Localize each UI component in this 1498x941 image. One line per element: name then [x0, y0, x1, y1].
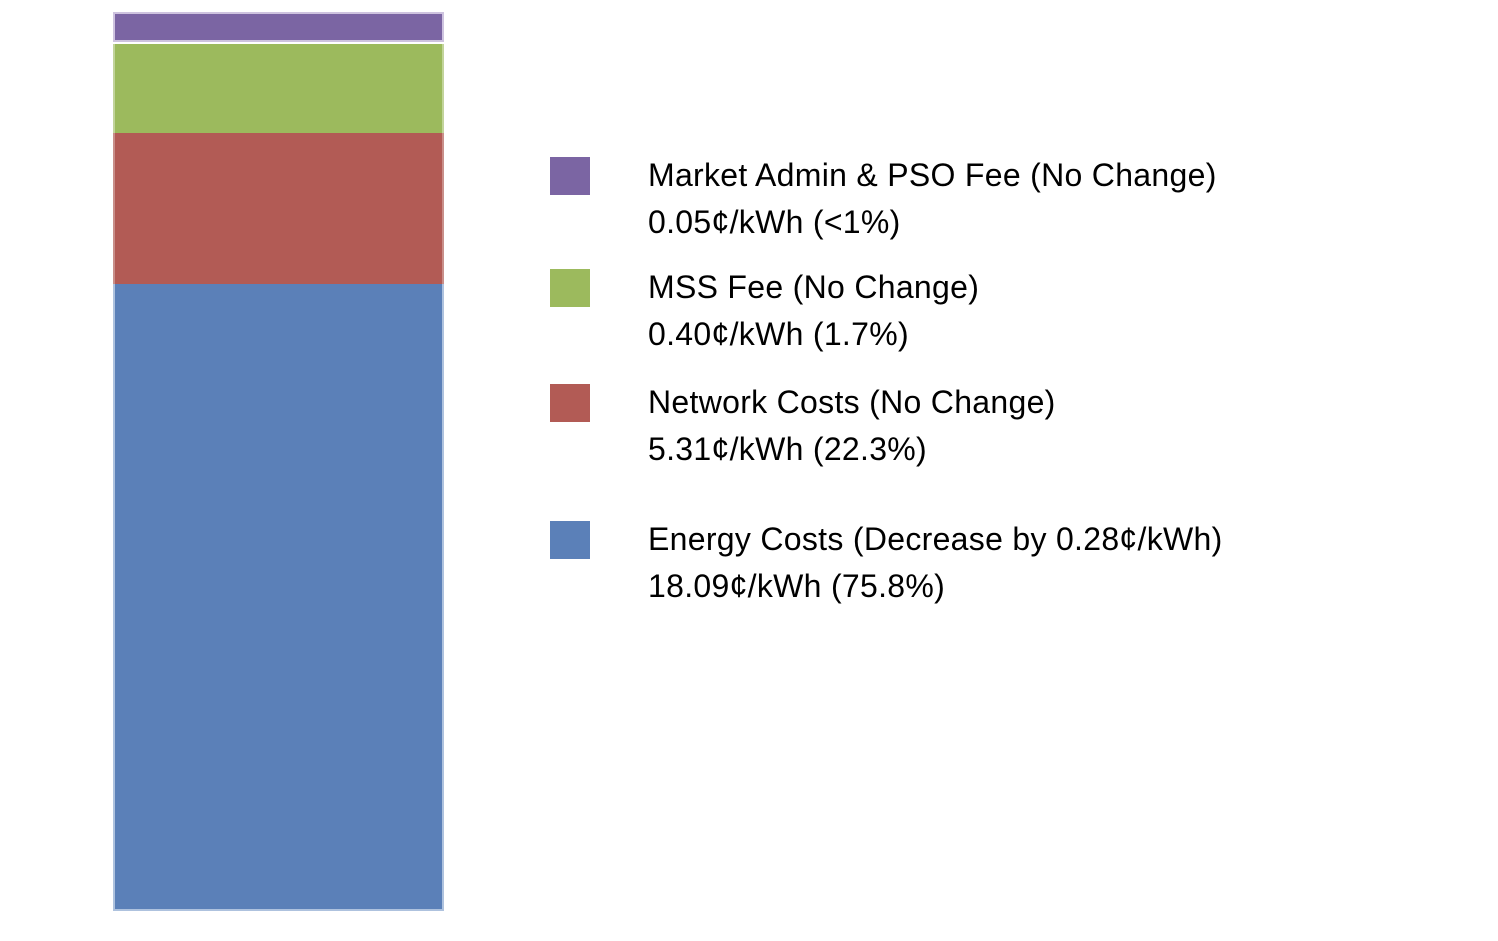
legend-value: 5.31¢/kWh (22.3%) — [648, 431, 928, 467]
legend-entry-mss-fee: MSS Fee (No Change) 0.40¢/kWh (1.7%) — [550, 264, 979, 358]
legend-text-block: Market Admin & PSO Fee (No Change) 0.05¢… — [648, 152, 1217, 246]
legend-entry-energy-costs: Energy Costs (Decrease by 0.28¢/kWh) 18.… — [550, 516, 1223, 610]
bar-segment-market-admin-pso-fee — [113, 12, 444, 42]
legend-swatch-mss-fee — [550, 269, 590, 307]
chart-legend: Market Admin & PSO Fee (No Change) 0.05¢… — [550, 0, 1450, 941]
legend-label: Market Admin & PSO Fee (No Change) — [648, 157, 1217, 193]
bar-segment-mss-fee — [113, 44, 444, 133]
stacked-bar — [113, 12, 444, 911]
legend-swatch-market-admin-pso-fee — [550, 157, 590, 195]
legend-swatch-network-costs — [550, 384, 590, 422]
legend-entry-market-admin-pso-fee: Market Admin & PSO Fee (No Change) 0.05¢… — [550, 152, 1217, 246]
legend-label: Network Costs (No Change) — [648, 384, 1056, 420]
legend-entry-network-costs: Network Costs (No Change) 5.31¢/kWh (22.… — [550, 379, 1056, 473]
legend-label: MSS Fee (No Change) — [648, 269, 980, 305]
legend-text-block: Network Costs (No Change) 5.31¢/kWh (22.… — [648, 379, 1056, 473]
legend-value: 0.05¢/kWh (<1%) — [648, 204, 901, 240]
legend-value: 0.40¢/kWh (1.7%) — [648, 316, 909, 352]
bar-segment-network-costs — [113, 133, 444, 284]
legend-text-block: MSS Fee (No Change) 0.40¢/kWh (1.7%) — [648, 264, 979, 358]
legend-value: 18.09¢/kWh (75.8%) — [648, 568, 946, 604]
bar-segment-energy-costs — [113, 284, 444, 911]
legend-swatch-energy-costs — [550, 521, 590, 559]
legend-label: Energy Costs (Decrease by 0.28¢/kWh) — [648, 521, 1223, 557]
legend-text-block: Energy Costs (Decrease by 0.28¢/kWh) 18.… — [648, 516, 1223, 610]
